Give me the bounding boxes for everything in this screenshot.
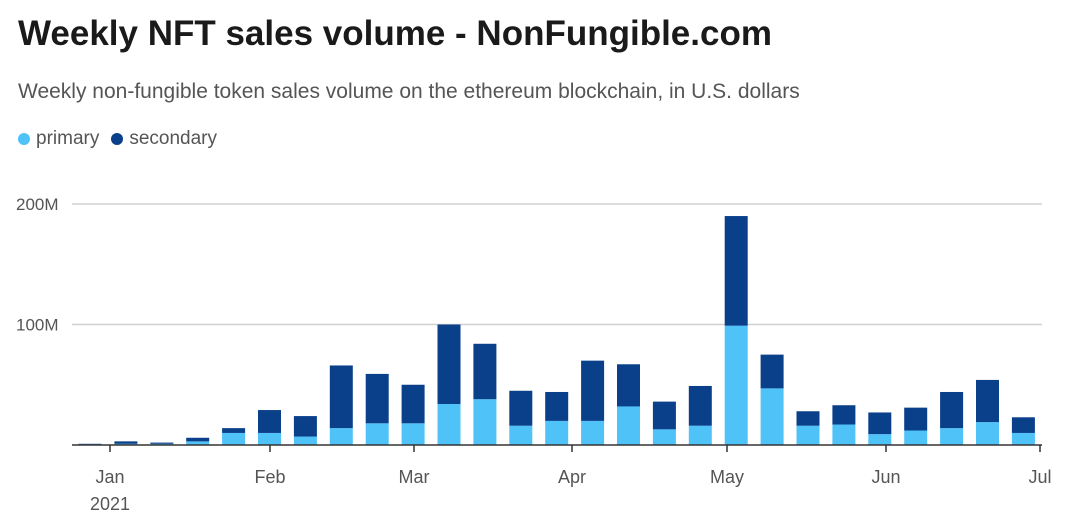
bar-primary (940, 428, 964, 445)
legend-label-primary: primary (36, 128, 100, 149)
bar-primary (545, 420, 569, 445)
legend: primary secondary (18, 128, 217, 150)
bar-secondary (904, 407, 928, 431)
bar-primary (186, 441, 210, 445)
legend-swatch-primary (18, 133, 30, 145)
bar-primary (222, 432, 246, 445)
bar-primary (904, 430, 928, 445)
bar-secondary (78, 443, 102, 445)
bar-primary (1011, 432, 1035, 445)
bar-secondary (832, 405, 856, 425)
bar-secondary (617, 364, 640, 407)
bar-secondary (760, 354, 784, 389)
bar-primary (401, 423, 425, 445)
bar-secondary (401, 384, 425, 424)
bar-secondary (868, 412, 892, 435)
bar-secondary (437, 324, 461, 405)
bar-primary (760, 388, 784, 445)
x-tick-label: Mar (399, 467, 430, 487)
chart-title: Weekly NFT sales volume - NonFungible.co… (18, 14, 772, 53)
bar-secondary (222, 428, 246, 433)
bar-primary (617, 406, 640, 445)
bar-secondary (940, 391, 964, 429)
bar-secondary (186, 437, 210, 442)
y-tick-label: 100M (16, 316, 59, 335)
bar-primary (329, 428, 353, 445)
x-tick-label: Feb (254, 467, 285, 487)
y-tick-label: 200M (16, 195, 59, 214)
bar-primary (258, 432, 281, 445)
bar-primary (581, 420, 605, 445)
x-tick-label: May (710, 467, 744, 487)
x-year-label: 2021 (90, 494, 130, 514)
bar-secondary (509, 390, 533, 426)
bar-primary (688, 425, 712, 445)
bar-secondary (293, 416, 317, 437)
bar-secondary (581, 360, 605, 421)
bar-secondary (1011, 417, 1035, 433)
bar-secondary (796, 411, 820, 426)
bar-primary (473, 399, 497, 445)
bar-secondary (258, 410, 281, 433)
bar-secondary (545, 391, 569, 421)
x-tick-label: Jul (1028, 467, 1051, 487)
bar-secondary (976, 379, 999, 423)
bar-secondary (724, 216, 748, 326)
legend-label-secondary: secondary (129, 128, 218, 149)
bar-secondary (114, 441, 138, 444)
x-tick-label: Jan (95, 467, 124, 487)
x-tick-label: Apr (558, 467, 586, 487)
bar-primary (437, 404, 461, 445)
bar-primary (976, 422, 999, 445)
bar-secondary (329, 365, 353, 429)
bar-primary (868, 434, 892, 445)
bar-primary (796, 425, 820, 445)
bar-primary (509, 425, 533, 445)
chart-subtitle: Weekly non-fungible token sales volume o… (18, 80, 800, 103)
bar-secondary (652, 401, 676, 430)
bar-primary (293, 436, 317, 445)
x-tick-label: Jun (871, 467, 900, 487)
bar-secondary (473, 343, 497, 400)
legend-swatch-secondary (111, 133, 124, 145)
legend-item-primary: primary (18, 128, 99, 150)
bar-secondary (365, 373, 389, 424)
bar-primary (832, 424, 856, 445)
bar-primary (652, 429, 676, 445)
bar-secondary (688, 385, 712, 426)
bar-primary (365, 423, 389, 445)
bar-secondary (150, 442, 174, 444)
bar-primary (724, 325, 748, 445)
legend-item-secondary: secondary (111, 128, 217, 150)
